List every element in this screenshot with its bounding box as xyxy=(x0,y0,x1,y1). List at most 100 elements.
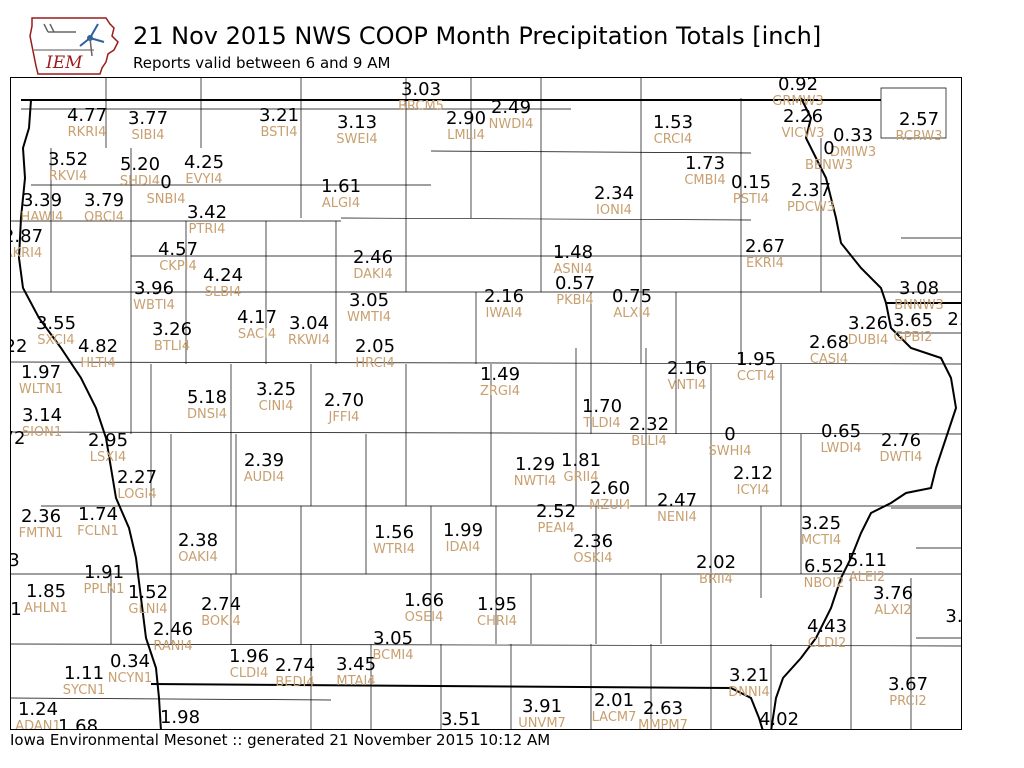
station-code: NENI4 xyxy=(657,510,697,525)
station-label: 2.16 VNTI4 xyxy=(667,360,707,393)
station-label: 6.52 NBOI2 xyxy=(804,558,845,591)
wind-barb-icon xyxy=(43,23,76,33)
station-code: OSEI4 xyxy=(404,610,444,625)
station-label: 3.26 BTLI4 xyxy=(152,321,192,354)
station-code: HAWI4 xyxy=(20,210,64,225)
station-label: 3.91 UNVM7 xyxy=(518,698,566,730)
station-code: MTAI4 xyxy=(336,674,376,689)
station-code: OBCI4 xyxy=(83,210,125,225)
station-value: 0 xyxy=(823,138,835,159)
station-value: 2.67 xyxy=(744,236,786,257)
station-value: 3.21 xyxy=(728,665,770,686)
station-label: 2.05 HRCI4 xyxy=(354,336,396,371)
station-label: 3.21 BSTI4 xyxy=(259,107,299,140)
station-label: 3.39 HAWI4 xyxy=(20,190,64,225)
station-value: 5.20 xyxy=(119,154,161,175)
station-label: 22 xyxy=(11,336,28,357)
station-code: AKRI4 xyxy=(11,246,43,261)
station-value: 2. xyxy=(947,309,961,330)
station-label: 3.05 WMTI4 xyxy=(347,292,391,325)
station-label: 2.37 PDCW3 xyxy=(787,182,835,215)
station-value: 1.81 xyxy=(560,450,602,471)
map-subtitle: Reports valid between 6 and 9 AM xyxy=(133,54,391,72)
station-code: BEDI4 xyxy=(275,675,315,690)
station-label: 2.01 LACM7 xyxy=(592,692,637,725)
station-value: 4.25 xyxy=(183,152,225,173)
station-code: SACI4 xyxy=(237,327,277,342)
station-code: CCTI4 xyxy=(736,369,776,384)
station-label: 4.82 HLTI4 xyxy=(78,338,118,371)
station-label: 0.34 NCYN1 xyxy=(108,653,153,686)
station-label: 3.26 DUBI4 xyxy=(848,315,889,348)
station-value: 3.52 xyxy=(47,149,89,170)
station-label: 2.02 BRII4 xyxy=(696,554,736,587)
station-label: 1.48 ASNI4 xyxy=(553,244,593,277)
station-code: PSTI4 xyxy=(732,192,770,207)
station-code: OSKI4 xyxy=(573,551,613,566)
station-label: 3.67 PRCI2 xyxy=(888,676,928,709)
station-label: 1.96 CLDI4 xyxy=(229,648,269,681)
station-value: 1.66 xyxy=(403,590,445,611)
station-value: 1.52 xyxy=(127,582,169,603)
station-label: 2.70 JFFI4 xyxy=(324,392,364,425)
station-value: 1.56 xyxy=(373,522,415,543)
station-label: 5.20 SHDI4 xyxy=(119,154,161,189)
station-code: SHDI4 xyxy=(119,174,161,189)
iowa-state-outline-icon: IEM xyxy=(29,17,119,75)
station-label: 0.65 LWDI4 xyxy=(820,423,862,456)
station-code: HRCI4 xyxy=(355,356,395,371)
station-code: OAKI4 xyxy=(178,550,218,565)
station-code: SION1 xyxy=(21,425,63,440)
station-value: 3 xyxy=(11,552,20,570)
station-code: CLDI2 xyxy=(807,636,847,651)
station-value: 1.70 xyxy=(581,396,623,417)
station-label: 1.68 xyxy=(58,718,98,730)
station-value: 0.57 xyxy=(554,273,596,294)
station-code: MZUI4 xyxy=(589,498,631,513)
station-label: 0.92 GRMW3 xyxy=(772,78,823,108)
station-label: 1.70 TLDI4 xyxy=(581,396,623,431)
station-value: 1.24 xyxy=(17,699,59,720)
station-label: 2.76 DWTI4 xyxy=(880,432,923,465)
station-code: ALGI4 xyxy=(321,196,361,211)
station-label: 3.52 RKVI4 xyxy=(47,149,89,184)
station-value: 1.95 xyxy=(735,349,777,370)
station-code: EKRI4 xyxy=(746,256,784,271)
station-code: DNNI4 xyxy=(728,685,770,700)
station-value: 2.49 xyxy=(490,97,532,118)
station-code: LWDI4 xyxy=(820,441,862,456)
station-code: BLLI4 xyxy=(631,434,667,449)
station-value: 4.02 xyxy=(758,709,800,730)
station-value: 3.39 xyxy=(21,190,63,211)
station-value: 1.11 xyxy=(63,663,105,684)
station-label: 0.15 PSTI4 xyxy=(731,174,771,207)
station-code: ADAN1 xyxy=(15,719,61,730)
station-value: 1.68 xyxy=(57,716,99,730)
station-code: SIBI4 xyxy=(131,128,165,143)
station-label: 4.25 EVYI4 xyxy=(183,152,225,187)
station-label: 4.02 xyxy=(759,711,799,729)
station-value: 2.74 xyxy=(200,594,242,615)
station-value: 2.90 xyxy=(445,108,487,129)
station-value: 2.46 xyxy=(352,247,394,268)
station-code: BRCM5 xyxy=(398,99,444,114)
station-value: 2.26 xyxy=(782,106,824,127)
station-label: 0 SWHI4 xyxy=(709,426,752,459)
station-value: 2.52 xyxy=(535,501,577,522)
station-label: 1.53 CRCI4 xyxy=(653,114,693,147)
station-value: 1.73 xyxy=(684,153,726,174)
station-label: 2.60 MZUI4 xyxy=(589,480,631,513)
station-value: 22 xyxy=(11,336,28,357)
station-code: JFFI4 xyxy=(328,410,360,425)
station-value: 1.29 xyxy=(514,454,556,475)
station-value: 1.95 xyxy=(476,594,518,615)
station-value: 2.05 xyxy=(354,336,396,357)
station-value: 2.87 xyxy=(11,226,44,247)
station-code: CKPI4 xyxy=(159,259,197,274)
station-code: RCRW3 xyxy=(895,129,943,144)
station-label: 3.08 BNNW3 xyxy=(894,280,944,313)
station-code: SXCI4 xyxy=(37,333,75,348)
station-label: 1.81 GRII4 xyxy=(560,450,602,485)
station-value: 4.77 xyxy=(66,105,108,126)
station-value: 3.79 xyxy=(83,190,125,211)
